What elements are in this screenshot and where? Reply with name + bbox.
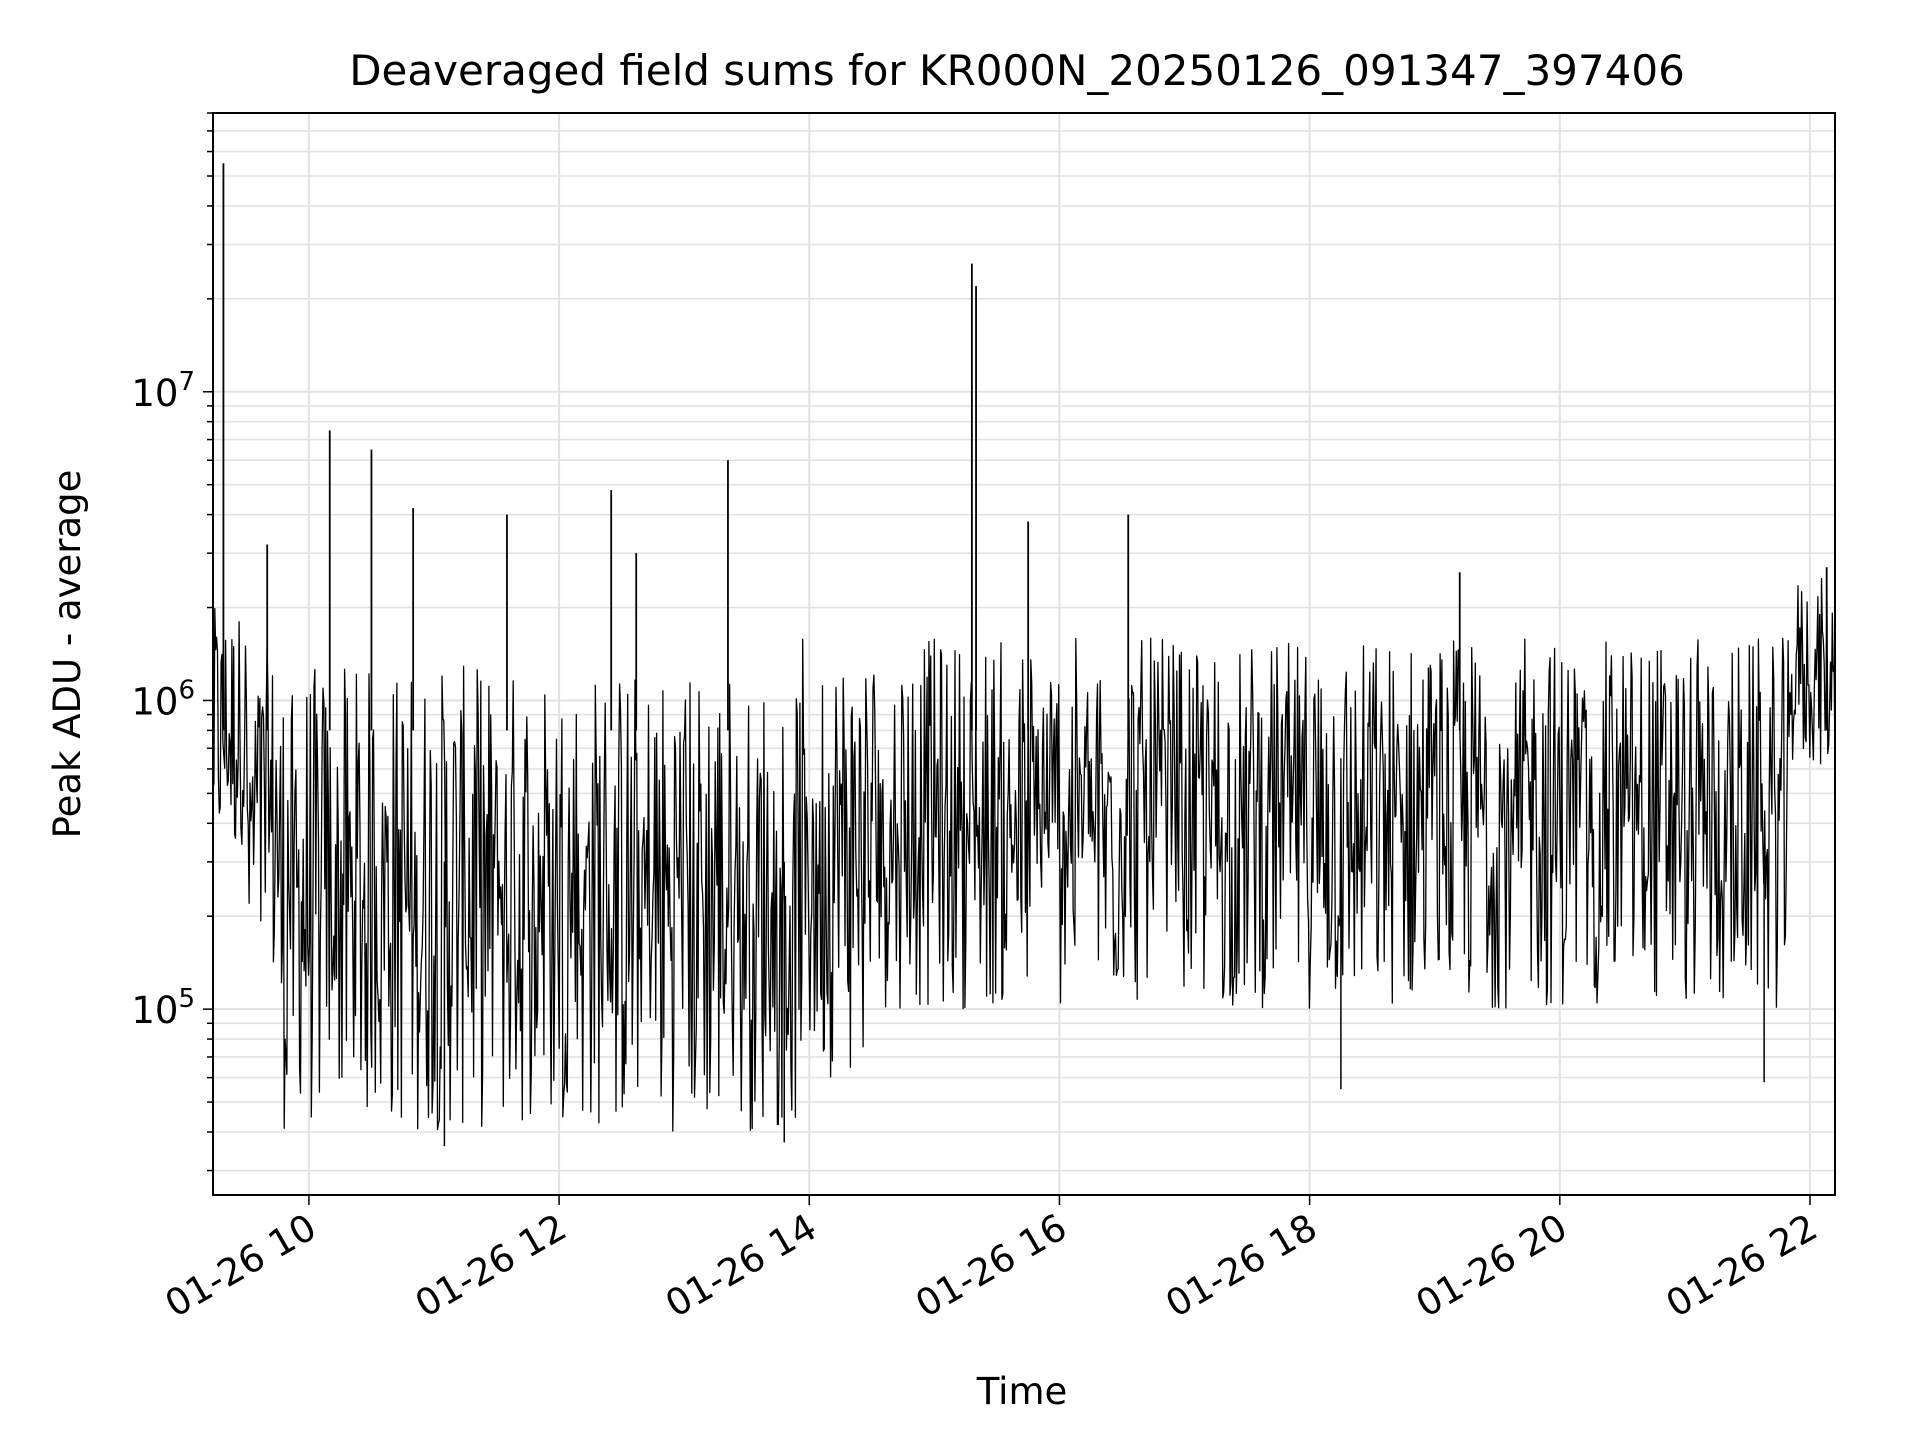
x-tick-label: 01-26 20 — [1409, 1206, 1575, 1326]
x-axis-label: Time — [976, 1370, 1068, 1413]
series-line — [212, 578, 1836, 1132]
x-tick-label: 01-26 16 — [908, 1206, 1074, 1326]
x-tick-label: 01-26 22 — [1659, 1206, 1825, 1326]
y-tick-label: 105 — [131, 984, 195, 1032]
y-axis-label: Peak ADU - average — [46, 470, 89, 839]
y-tick-label: 107 — [131, 367, 195, 415]
x-axis: 01-26 10 01-26 12 01-26 14 01-26 16 01-26 18… — [158, 1195, 1825, 1326]
chart-title: Deaveraged field sums for KR000N_2025012… — [349, 46, 1685, 95]
x-tick-label: 01-26 10 — [158, 1206, 324, 1326]
x-tick-label: 01-26 18 — [1159, 1206, 1325, 1326]
x-tick-label: 01-26 14 — [658, 1206, 824, 1326]
y-axis: 105 106 107 — [131, 112, 213, 1172]
plot-frame — [212, 112, 1836, 1196]
x-tick-label: 01-26 12 — [408, 1206, 574, 1326]
data-series — [212, 163, 1836, 1147]
grid — [213, 112, 1835, 1195]
y-tick-label: 106 — [131, 675, 195, 723]
